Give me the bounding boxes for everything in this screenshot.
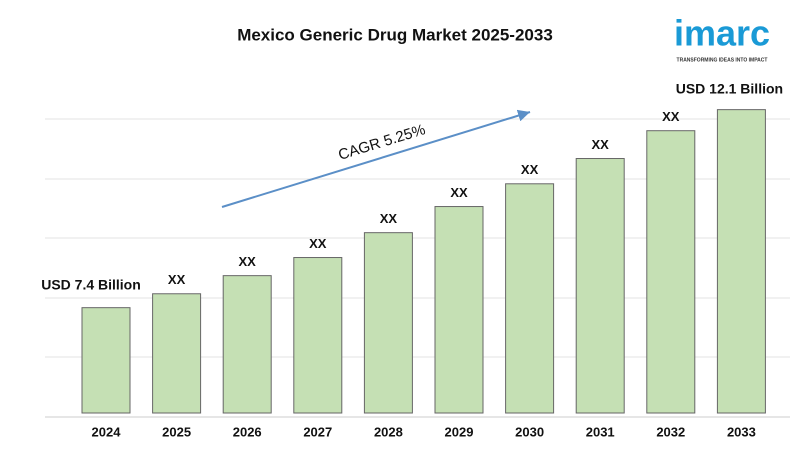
data-label: XX (309, 236, 327, 251)
bar (505, 183, 555, 414)
x-tick-label: 2024 (92, 424, 122, 439)
bar (575, 158, 625, 414)
data-label: XX (450, 185, 468, 200)
x-tick-label: 2030 (515, 424, 544, 439)
data-label: XX (380, 211, 398, 226)
x-tick-label: 2029 (445, 424, 474, 439)
bar (716, 109, 766, 414)
data-label: XX (239, 254, 257, 269)
bar (152, 293, 202, 414)
x-tick-label: 2031 (586, 424, 615, 439)
data-label: XX (168, 272, 186, 287)
data-label: XX (662, 109, 680, 124)
x-tick-label: 2027 (303, 424, 332, 439)
data-label: USD 12.1 Billion (676, 80, 783, 96)
bar (434, 206, 484, 414)
x-tick-label: 2026 (233, 424, 262, 439)
data-label: XX (521, 162, 539, 177)
x-tick-label: 2025 (162, 424, 191, 439)
bar (363, 232, 413, 414)
cagr-arrow (221, 109, 531, 208)
logo-text: imarc (674, 13, 770, 54)
chart-title: Mexico Generic Drug Market 2025-2033 (237, 25, 553, 44)
data-label: XX (592, 137, 610, 152)
logo-tagline: TRANSFORMING IDEAS INTO IMPACT (677, 57, 768, 63)
data-label: USD 7.4 Billion (41, 276, 141, 292)
bar (293, 257, 343, 414)
bar (222, 275, 272, 414)
x-tick-label: 2028 (374, 424, 403, 439)
bar (646, 130, 696, 414)
bar (81, 307, 131, 414)
x-tick-label: 2033 (727, 424, 756, 439)
x-tick-label: 2032 (656, 424, 685, 439)
